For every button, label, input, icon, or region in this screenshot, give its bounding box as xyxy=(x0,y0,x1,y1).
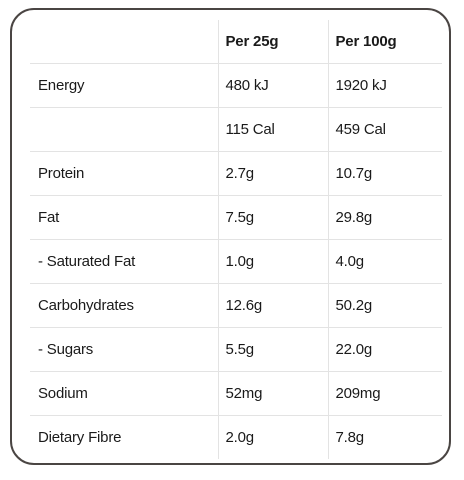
row-per-25g: 12.6g xyxy=(217,283,328,328)
row-label: Sodium xyxy=(30,371,218,416)
row-per-25g: 52mg xyxy=(217,371,328,416)
table-row: Fat 7.5g 29.8g xyxy=(30,195,442,240)
nutrition-table: Per 25g Per 100g Energy 480 kJ 1920 kJ 1… xyxy=(30,20,442,459)
table-row: - Saturated Fat 1.0g 4.0g xyxy=(30,239,442,284)
row-label: Carbohydrates xyxy=(30,283,218,328)
row-per-25g: 5.5g xyxy=(217,327,328,372)
table-row: Dietary Fibre 2.0g 7.8g xyxy=(30,415,442,459)
row-per-100g: 459 Cal xyxy=(327,107,442,152)
table-row: Protein 2.7g 10.7g xyxy=(30,151,442,196)
header-per-100g: Per 100g xyxy=(327,20,442,64)
row-label: - Saturated Fat xyxy=(30,239,218,284)
row-per-100g: 10.7g xyxy=(327,151,442,196)
row-per-25g: 2.0g xyxy=(217,415,328,459)
row-per-25g: 1.0g xyxy=(217,239,328,284)
table-row: 115 Cal 459 Cal xyxy=(30,107,442,152)
table-row: Energy 480 kJ 1920 kJ xyxy=(30,63,442,108)
row-per-100g: 1920 kJ xyxy=(327,63,442,108)
row-label: Fat xyxy=(30,195,218,240)
row-per-100g: 29.8g xyxy=(327,195,442,240)
row-per-25g: 2.7g xyxy=(217,151,328,196)
header-per-25g: Per 25g xyxy=(217,20,328,64)
table-row: - Sugars 5.5g 22.0g xyxy=(30,327,442,372)
row-per-100g: 209mg xyxy=(327,371,442,416)
row-label: - Sugars xyxy=(30,327,218,372)
row-per-100g: 22.0g xyxy=(327,327,442,372)
table-row: Carbohydrates 12.6g 50.2g xyxy=(30,283,442,328)
row-label xyxy=(30,107,218,152)
row-per-100g: 50.2g xyxy=(327,283,442,328)
header-nutrient xyxy=(30,20,218,64)
table-row: Sodium 52mg 209mg xyxy=(30,371,442,416)
row-per-25g: 7.5g xyxy=(217,195,328,240)
row-per-25g: 115 Cal xyxy=(217,107,328,152)
table-header-row: Per 25g Per 100g xyxy=(30,20,442,64)
row-label: Protein xyxy=(30,151,218,196)
row-per-25g: 480 kJ xyxy=(217,63,328,108)
row-per-100g: 7.8g xyxy=(327,415,442,459)
row-label: Energy xyxy=(30,63,218,108)
row-label: Dietary Fibre xyxy=(38,429,122,446)
row-per-100g: 4.0g xyxy=(327,239,442,284)
